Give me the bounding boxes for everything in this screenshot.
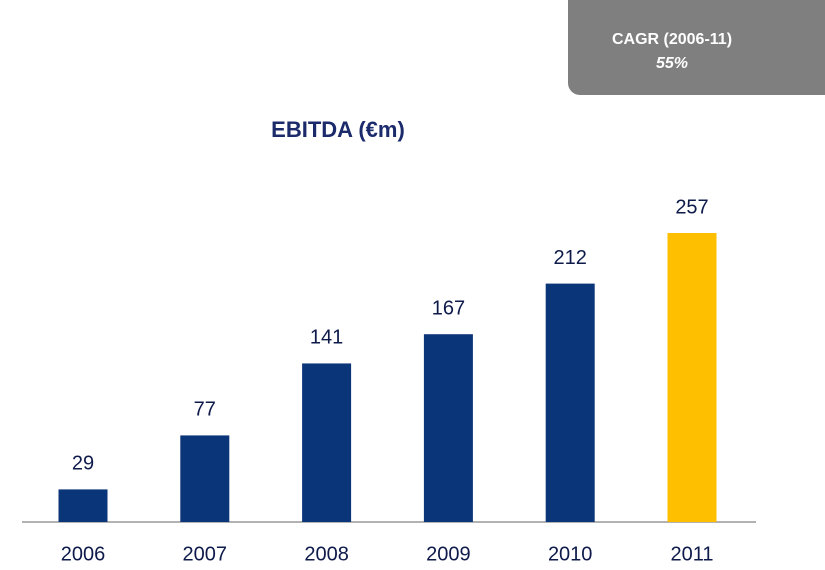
cagr-value: 55% <box>656 55 688 72</box>
x-tick-label: 2010 <box>548 543 593 565</box>
chart-title: EBITDA (€m) <box>271 117 405 142</box>
x-tick-label: 2008 <box>304 543 349 565</box>
value-label: 77 <box>194 399 216 421</box>
value-label: 141 <box>310 327 343 349</box>
bar <box>302 363 352 522</box>
value-label: 29 <box>72 453 94 475</box>
cagr-box <box>568 0 825 95</box>
bar <box>180 435 230 522</box>
value-label: 167 <box>432 297 465 319</box>
bar <box>667 233 717 522</box>
bar <box>58 489 108 522</box>
cagr-title: CAGR (2006-11) <box>612 31 732 48</box>
x-tick-label: 2011 <box>670 543 713 565</box>
value-label: 212 <box>554 247 587 269</box>
bar <box>545 283 595 522</box>
value-label: 257 <box>675 196 708 218</box>
bar <box>423 334 473 522</box>
x-tick-label: 2007 <box>183 543 228 565</box>
x-tick-label: 2006 <box>61 543 106 565</box>
x-tick-label: 2009 <box>426 543 471 565</box>
